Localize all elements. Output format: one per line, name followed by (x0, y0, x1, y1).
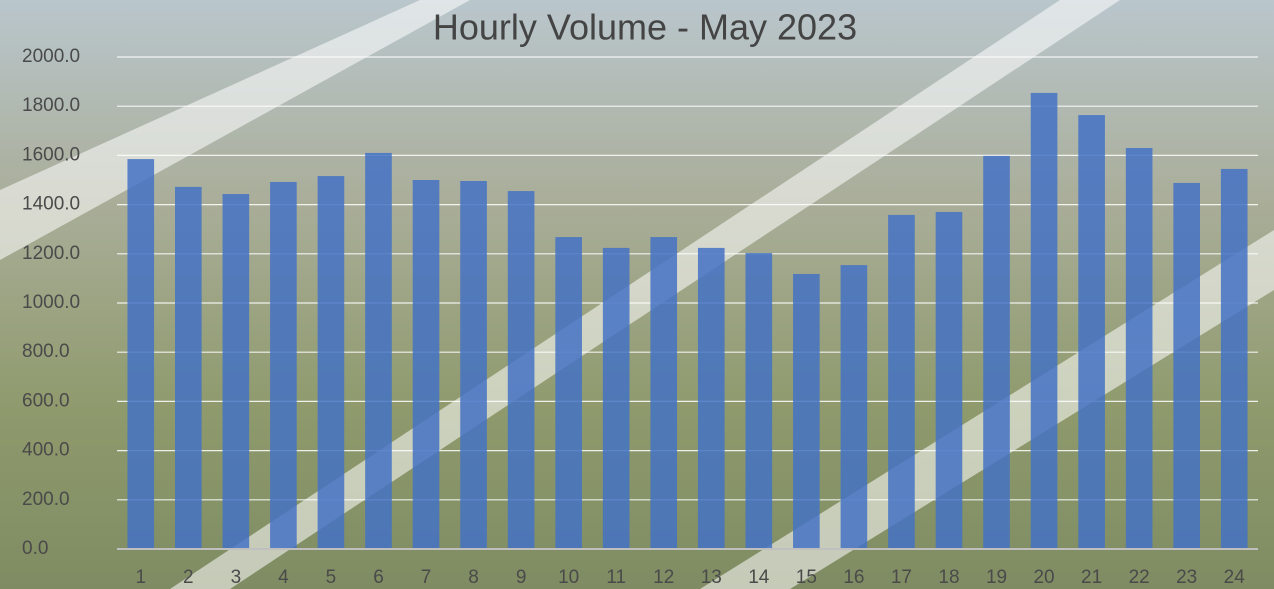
bar (793, 274, 820, 549)
y-tick-label: 800.0 (22, 341, 70, 362)
x-tick-label: 10 (558, 567, 579, 588)
x-tick-label: 2 (183, 567, 194, 588)
bar (318, 176, 345, 549)
y-tick-label: 1800.0 (22, 95, 80, 116)
x-tick-label: 5 (326, 567, 337, 588)
x-tick-label: 24 (1224, 567, 1246, 588)
x-tick-label: 11 (606, 567, 626, 588)
y-tick-label: 400.0 (22, 440, 70, 461)
x-tick-label: 4 (278, 567, 289, 588)
chart: Hourly Volume - May 2023 0.0 200.0 400.0 60… (0, 0, 1274, 589)
x-tick-label: 13 (701, 567, 722, 588)
x-tick-label: 7 (421, 567, 432, 588)
bar (555, 237, 582, 549)
y-tick-label: 0.0 (22, 538, 48, 559)
x-tick-label: 14 (748, 567, 770, 588)
x-tick-label: 1 (135, 567, 146, 588)
x-tick-label: 19 (986, 567, 1007, 588)
page: {"chart_data": {"type": "bar", "title": … (0, 0, 1274, 589)
bar (983, 156, 1010, 549)
bar (1173, 183, 1200, 549)
x-tick-label: 16 (843, 567, 864, 588)
bar (698, 248, 725, 549)
x-tick-label: 8 (468, 567, 479, 588)
bar (127, 159, 154, 549)
x-tick-label: 9 (516, 567, 527, 588)
x-tick-label: 22 (1129, 567, 1150, 588)
bar (841, 265, 868, 549)
bar (650, 237, 677, 549)
y-tick-label: 1200.0 (22, 243, 80, 264)
y-tick-label: 1600.0 (22, 144, 80, 165)
bar (1078, 115, 1105, 549)
x-tick-label: 17 (891, 567, 912, 588)
bar (603, 248, 630, 549)
x-tick-label: 21 (1081, 567, 1102, 588)
bar (460, 181, 487, 549)
chart-title: Hourly Volume - May 2023 (433, 7, 857, 48)
bar (1221, 169, 1248, 549)
bar (1126, 148, 1153, 549)
bar (1031, 93, 1058, 549)
y-tick-label: 1000.0 (22, 292, 80, 313)
bar (223, 194, 250, 549)
x-tick-label: 3 (231, 567, 242, 588)
x-tick-label: 15 (796, 567, 817, 588)
bar (888, 215, 915, 549)
bar (508, 191, 535, 549)
bar (936, 212, 963, 549)
y-tick-label: 2000.0 (22, 46, 80, 67)
x-tick-label: 23 (1176, 567, 1197, 588)
x-tick-label: 6 (373, 567, 384, 588)
bar (365, 153, 392, 549)
y-tick-label: 200.0 (22, 489, 70, 510)
bar (746, 253, 773, 549)
x-tick-label: 18 (938, 567, 959, 588)
bar (175, 187, 202, 549)
y-tick-label: 1400.0 (22, 194, 80, 215)
x-tick-label: 20 (1033, 567, 1054, 588)
x-tick-label: 12 (653, 567, 674, 588)
bar (413, 180, 440, 549)
bar (270, 182, 297, 549)
y-tick-label: 600.0 (22, 390, 70, 411)
